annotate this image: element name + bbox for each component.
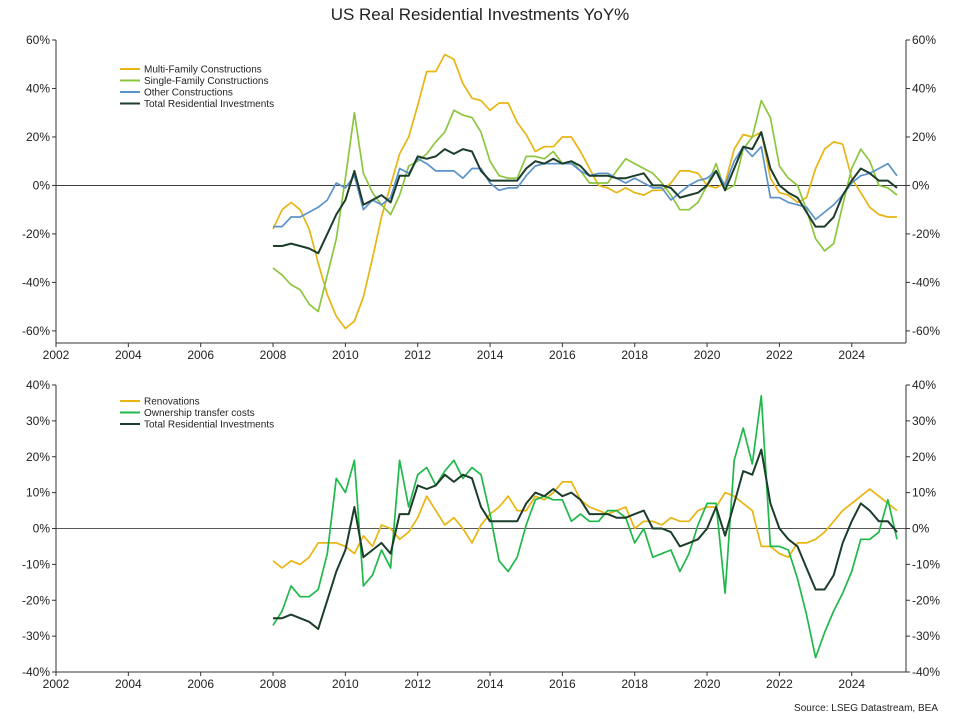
- x-tick-label-0-6: 2014: [477, 348, 504, 362]
- x-tick-label-0-3: 2008: [260, 348, 287, 362]
- y-tick-label-left-1-7: 30%: [26, 414, 50, 428]
- y-tick-label-left-0-6: 60%: [26, 33, 50, 47]
- series-line-0-0: [272, 53, 897, 330]
- legend-label-0-1: Single-Family Constructions: [144, 76, 269, 87]
- x-tick-label-1-9: 2020: [694, 677, 721, 691]
- y-tick-label-right-1-5: 10%: [912, 486, 936, 500]
- y-tick-label-right-1-2: -20%: [912, 593, 940, 607]
- x-tick-label-0-10: 2022: [766, 348, 793, 362]
- y-tick-label-left-0-3: 0%: [33, 178, 51, 192]
- x-tick-label-0-4: 2010: [332, 348, 359, 362]
- x-tick-label-1-5: 2012: [404, 677, 431, 691]
- y-tick-label-left-1-5: 10%: [26, 486, 50, 500]
- x-tick-label-0-8: 2018: [621, 348, 648, 362]
- x-tick-label-1-6: 2014: [477, 677, 504, 691]
- y-tick-label-right-1-6: 20%: [912, 450, 936, 464]
- y-tick-label-left-1-0: -40%: [22, 665, 50, 679]
- x-tick-label-0-11: 2024: [838, 348, 865, 362]
- series-line-1-2: [273, 448, 898, 630]
- y-tick-label-right-0-0: -60%: [912, 324, 940, 338]
- source-note: Source: LSEG Datastream, BEA: [794, 703, 938, 714]
- x-tick-label-1-10: 2022: [766, 677, 793, 691]
- y-tick-label-left-1-6: 20%: [26, 450, 50, 464]
- legend-label-1-2: Total Residential Investments: [144, 420, 274, 431]
- x-tick-label-1-3: 2008: [260, 677, 287, 691]
- y-tick-label-right-1-4: 0%: [912, 522, 930, 536]
- legend-label-0-3: Total Residential Investments: [144, 99, 274, 110]
- x-tick-label-0-9: 2020: [694, 348, 721, 362]
- chart-title: US Real Residential Investments YoY%: [330, 5, 630, 24]
- series-line-0-1: [272, 99, 898, 313]
- legend-label-1-1: Ownership transfer costs: [144, 408, 255, 419]
- legend-label-1-0: Renovations: [144, 397, 200, 408]
- x-tick-label-0-2: 2006: [187, 348, 214, 362]
- x-tick-label-0-1: 2004: [115, 348, 142, 362]
- y-tick-label-right-0-2: -20%: [912, 227, 940, 241]
- y-tick-label-right-0-6: 60%: [912, 33, 936, 47]
- y-tick-label-right-0-5: 40%: [912, 81, 936, 95]
- y-tick-label-left-1-8: 40%: [26, 378, 50, 392]
- y-tick-label-left-0-4: 20%: [26, 130, 50, 144]
- y-tick-label-left-1-2: -20%: [22, 593, 50, 607]
- x-tick-label-1-4: 2010: [332, 677, 359, 691]
- series-line-0-2: [273, 145, 898, 228]
- x-tick-label-0-0: 2002: [43, 348, 70, 362]
- x-tick-label-1-1: 2004: [115, 677, 142, 691]
- y-tick-label-left-1-4: 0%: [33, 522, 51, 536]
- x-tick-label-1-7: 2016: [549, 677, 576, 691]
- y-tick-label-left-0-2: -20%: [22, 227, 50, 241]
- y-tick-label-right-0-1: -40%: [912, 275, 940, 289]
- y-tick-label-right-1-3: -10%: [912, 557, 940, 571]
- series-line-1-0: [272, 481, 898, 569]
- x-tick-label-1-2: 2006: [187, 677, 214, 691]
- legend-label-0-2: Other Constructions: [144, 88, 233, 99]
- y-tick-label-right-1-7: 30%: [912, 414, 936, 428]
- y-tick-label-right-1-1: -30%: [912, 629, 940, 643]
- series-line-1-1: [272, 394, 898, 659]
- y-tick-label-left-1-1: -30%: [22, 629, 50, 643]
- y-tick-label-left-0-1: -40%: [22, 275, 50, 289]
- series-line-0-3: [273, 131, 898, 255]
- y-tick-label-right-1-0: -40%: [912, 665, 940, 679]
- y-tick-label-right-1-8: 40%: [912, 378, 936, 392]
- y-tick-label-right-0-4: 20%: [912, 130, 936, 144]
- x-tick-label-1-11: 2024: [838, 677, 865, 691]
- y-tick-label-left-0-0: -60%: [22, 324, 50, 338]
- x-tick-label-1-0: 2002: [43, 677, 70, 691]
- x-tick-label-1-8: 2018: [621, 677, 648, 691]
- y-tick-label-right-0-3: 0%: [912, 178, 930, 192]
- x-tick-label-0-7: 2016: [549, 348, 576, 362]
- y-tick-label-left-1-3: -10%: [22, 557, 50, 571]
- x-tick-label-0-5: 2012: [404, 348, 431, 362]
- legend-label-0-0: Multi-Family Constructions: [144, 65, 262, 76]
- y-tick-label-left-0-5: 40%: [26, 81, 50, 95]
